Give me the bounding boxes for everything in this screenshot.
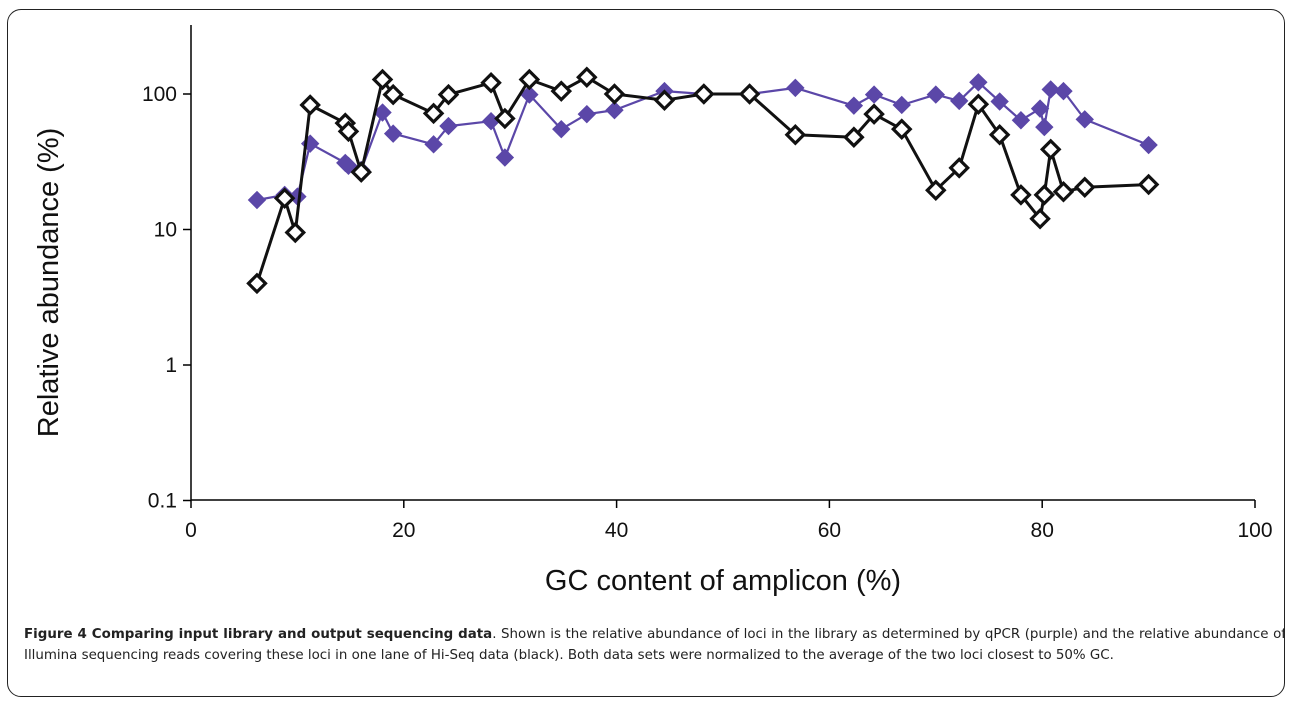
x-tick-label: 20	[392, 519, 415, 542]
series-2-point	[494, 107, 516, 130]
series-1-point	[864, 85, 884, 104]
series-line-2	[255, 75, 1149, 284]
series-2-point	[371, 68, 394, 91]
series-1-point	[552, 119, 571, 139]
series-2-point	[284, 221, 307, 244]
series-2-point	[1073, 176, 1096, 199]
series-2-point	[518, 68, 541, 91]
y-tick-label: 100	[142, 83, 177, 106]
series-1-point	[424, 135, 443, 154]
series-1-point	[1030, 99, 1050, 118]
x-tick-label: 0	[185, 519, 197, 542]
series-1-point	[520, 85, 539, 104]
series-2-point	[273, 187, 296, 210]
series-1-point	[495, 148, 515, 167]
series-1-point	[577, 104, 597, 124]
series-1-point	[844, 96, 864, 115]
series-1-point	[969, 73, 988, 92]
chart-svg: 0.1 1 10 100 0 20 40 60 80 100 GC content of ampli…	[33, 25, 1273, 597]
series-1-point	[247, 190, 267, 210]
series-2-point	[738, 83, 761, 105]
series-2-point	[653, 89, 676, 111]
x-tick-label: 40	[605, 519, 628, 542]
series-2-point	[550, 80, 573, 102]
series-2-point	[1029, 208, 1051, 230]
y-tick-label: 10	[154, 219, 177, 242]
series-2-point	[1010, 184, 1032, 206]
y-tick-label: 1	[165, 354, 177, 377]
series-2-point	[299, 94, 321, 116]
x-tick-label: 80	[1031, 519, 1054, 542]
x-tick-label: 100	[1237, 519, 1272, 542]
series-1-point	[926, 85, 946, 104]
series-2-point	[246, 272, 268, 295]
series-1-point	[605, 100, 624, 120]
figure-caption: Figure 4 Comparing input library and out…	[24, 624, 1285, 666]
series-1-point	[1035, 117, 1054, 137]
y-tick-label: 0.1	[148, 490, 177, 513]
series-1-point	[1011, 111, 1031, 130]
series-1-point	[950, 91, 969, 111]
series-1-point	[892, 95, 911, 115]
x-tick-label: 60	[818, 519, 841, 542]
series-2-point	[382, 83, 404, 106]
series-2-point	[1052, 180, 1075, 203]
series-2-point	[925, 179, 947, 201]
series-1-point	[1041, 80, 1060, 99]
y-axis-title: Relative abundance (%)	[33, 128, 65, 438]
series-2-point	[437, 83, 460, 106]
series-2-point	[988, 124, 1011, 146]
series-1-point	[439, 116, 458, 136]
series-2-point	[890, 118, 913, 140]
series-2-point	[350, 161, 373, 183]
series-2-point	[1033, 184, 1056, 206]
series-2-point	[576, 66, 598, 88]
caption-text: . Shown is the relative abundance of loc…	[24, 627, 1285, 663]
series-1-point	[1139, 135, 1158, 155]
series-2-point	[843, 126, 865, 148]
series-2-point	[784, 124, 807, 146]
series-1-point	[1054, 81, 1073, 101]
series-2-point	[337, 120, 360, 143]
series-2-point	[422, 102, 445, 125]
series-1-point	[383, 124, 403, 143]
figure-frame: 0.1 1 10 100 0 20 40 60 80 100 GC content of ampli…	[7, 9, 1285, 697]
caption-label: Figure 4 Comparing input library and out…	[24, 627, 493, 642]
series-2-point	[1039, 138, 1062, 161]
series-2-point	[863, 103, 885, 125]
series-1-point	[786, 78, 805, 98]
series-1-point	[990, 92, 1009, 111]
series-2-point	[967, 93, 990, 116]
series-1-point	[1075, 110, 1094, 129]
x-axis-title: GC content of amplicon (%)	[545, 565, 901, 597]
series-2-point	[480, 72, 502, 94]
series-2-point	[603, 83, 626, 105]
series-2-point	[693, 83, 715, 105]
series-2-point	[948, 157, 970, 179]
series-2-point	[1137, 173, 1160, 196]
